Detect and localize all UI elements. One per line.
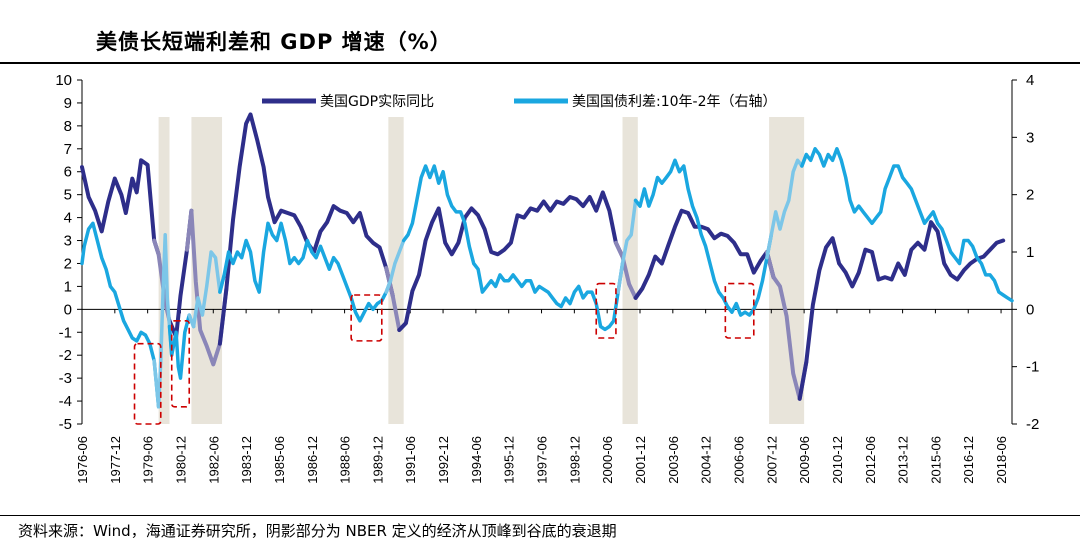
recession-band-2: [388, 117, 404, 424]
x-tick-label: 1992-12: [436, 436, 451, 484]
x-tick-label: 1994-06: [469, 436, 484, 484]
left-tick-label: 2: [64, 255, 72, 272]
inversion-box-2: [350, 294, 383, 342]
left-tick-label: 9: [64, 95, 72, 112]
recession-shading: [158, 117, 805, 424]
legend-label-spread: 美国国债利差:10年-2年（右轴）: [572, 94, 777, 110]
x-tick-label: 2004-12: [699, 436, 714, 484]
x-tick-label: 1988-06: [338, 436, 353, 484]
series-line-1: [633, 158, 774, 317]
series-line-1: [80, 221, 161, 409]
left-tick-label: -2: [59, 347, 72, 364]
series-line-1: [401, 164, 625, 332]
series-line-1: [765, 152, 809, 260]
source-note: 资料来源：Wind，海通证券研究所，阴影部分为 NBER 定义的经济从顶峰到谷底…: [18, 522, 617, 540]
x-tick-label: 1997-06: [535, 436, 550, 484]
left-tick-label: -1: [59, 324, 72, 341]
left-tick-label: -4: [59, 393, 72, 410]
left-tick-label: 7: [64, 141, 72, 158]
x-tick-label: 2018-06: [994, 436, 1009, 484]
x-tick-label: 2000-06: [600, 436, 615, 484]
series-line-1: [187, 250, 226, 329]
legend: 美国GDP实际同比 美国国债利差:10年-2年（右轴）: [262, 94, 777, 110]
series-line-0: [185, 208, 229, 367]
recession-band-3: [622, 117, 638, 424]
x-tick-label: 1977-12: [108, 436, 123, 484]
x-tick-label: 2006-06: [731, 436, 746, 484]
series-lines: [80, 112, 1014, 409]
left-tick-label: 1: [64, 278, 72, 295]
right-tick-label: 2: [1026, 187, 1034, 204]
title-divider: [0, 62, 1080, 64]
left-tick-label: 0: [64, 301, 72, 318]
chart-title: 美债长短端利差和 GDP 增速（%）: [96, 30, 452, 54]
x-tick-label: 2001-12: [633, 436, 648, 484]
x-tick-label: 2007-12: [764, 436, 779, 484]
x-tick-label: 2015-06: [928, 436, 943, 484]
left-tick-label: 3: [64, 233, 72, 250]
series-line-0: [633, 208, 776, 300]
x-tick-label: 1982-06: [206, 436, 221, 484]
left-tick-label: 8: [64, 118, 72, 135]
inversion-box-3: [595, 282, 617, 339]
left-tick-label: 4: [64, 210, 72, 227]
recession-band-4: [769, 117, 805, 424]
x-tick-label: 2003-06: [666, 436, 681, 484]
right-tick-label: -2: [1026, 416, 1039, 433]
x-tick-label: 2010-12: [830, 436, 845, 484]
series-line-0: [80, 158, 161, 257]
right-tick-label: -1: [1026, 359, 1039, 376]
right-tick-label: 4: [1026, 72, 1034, 89]
x-tick-label: 1995-12: [502, 436, 517, 484]
left-tick-label: -5: [59, 416, 72, 433]
series-line-1: [152, 233, 174, 409]
x-tick-label: 1991-06: [403, 436, 418, 484]
x-tick-label: 1985-06: [272, 436, 287, 484]
x-tick-label: 2013-12: [896, 436, 911, 484]
left-tick-label: 6: [64, 164, 72, 181]
inversion-highlights: [133, 282, 755, 425]
series-line-0: [397, 190, 625, 332]
inversion-box-0: [133, 342, 162, 425]
x-tick-label: 1983-12: [239, 436, 254, 484]
x-tick-label: 2016-12: [961, 436, 976, 484]
right-tick-label: 0: [1026, 301, 1034, 318]
inversion-box-1: [170, 319, 191, 408]
x-tick-label: 1980-12: [173, 436, 188, 484]
series-line-0: [217, 112, 395, 346]
series-line-1: [218, 221, 393, 323]
right-tick-label: 3: [1026, 129, 1034, 146]
left-tick-label: 10: [55, 72, 72, 89]
legend-label-gdp: 美国GDP实际同比: [320, 94, 434, 110]
x-tick-label: 1989-12: [370, 436, 385, 484]
left-tick-label: 5: [64, 187, 72, 204]
x-tick-label: 2009-06: [797, 436, 812, 484]
x-tick-label: 1998-12: [567, 436, 582, 484]
inversion-box-4: [724, 282, 755, 339]
left-tick-label: -3: [59, 370, 72, 387]
x-tick-label: 1979-06: [141, 436, 156, 484]
x-tick-label: 1986-12: [305, 436, 320, 484]
x-tick-label: 1976-06: [75, 436, 90, 484]
source-divider: [0, 515, 1080, 516]
right-tick-label: 1: [1026, 244, 1034, 261]
series-line-1: [800, 147, 1014, 303]
x-tick-label: 2012-06: [863, 436, 878, 484]
series-line-0: [797, 220, 1006, 401]
